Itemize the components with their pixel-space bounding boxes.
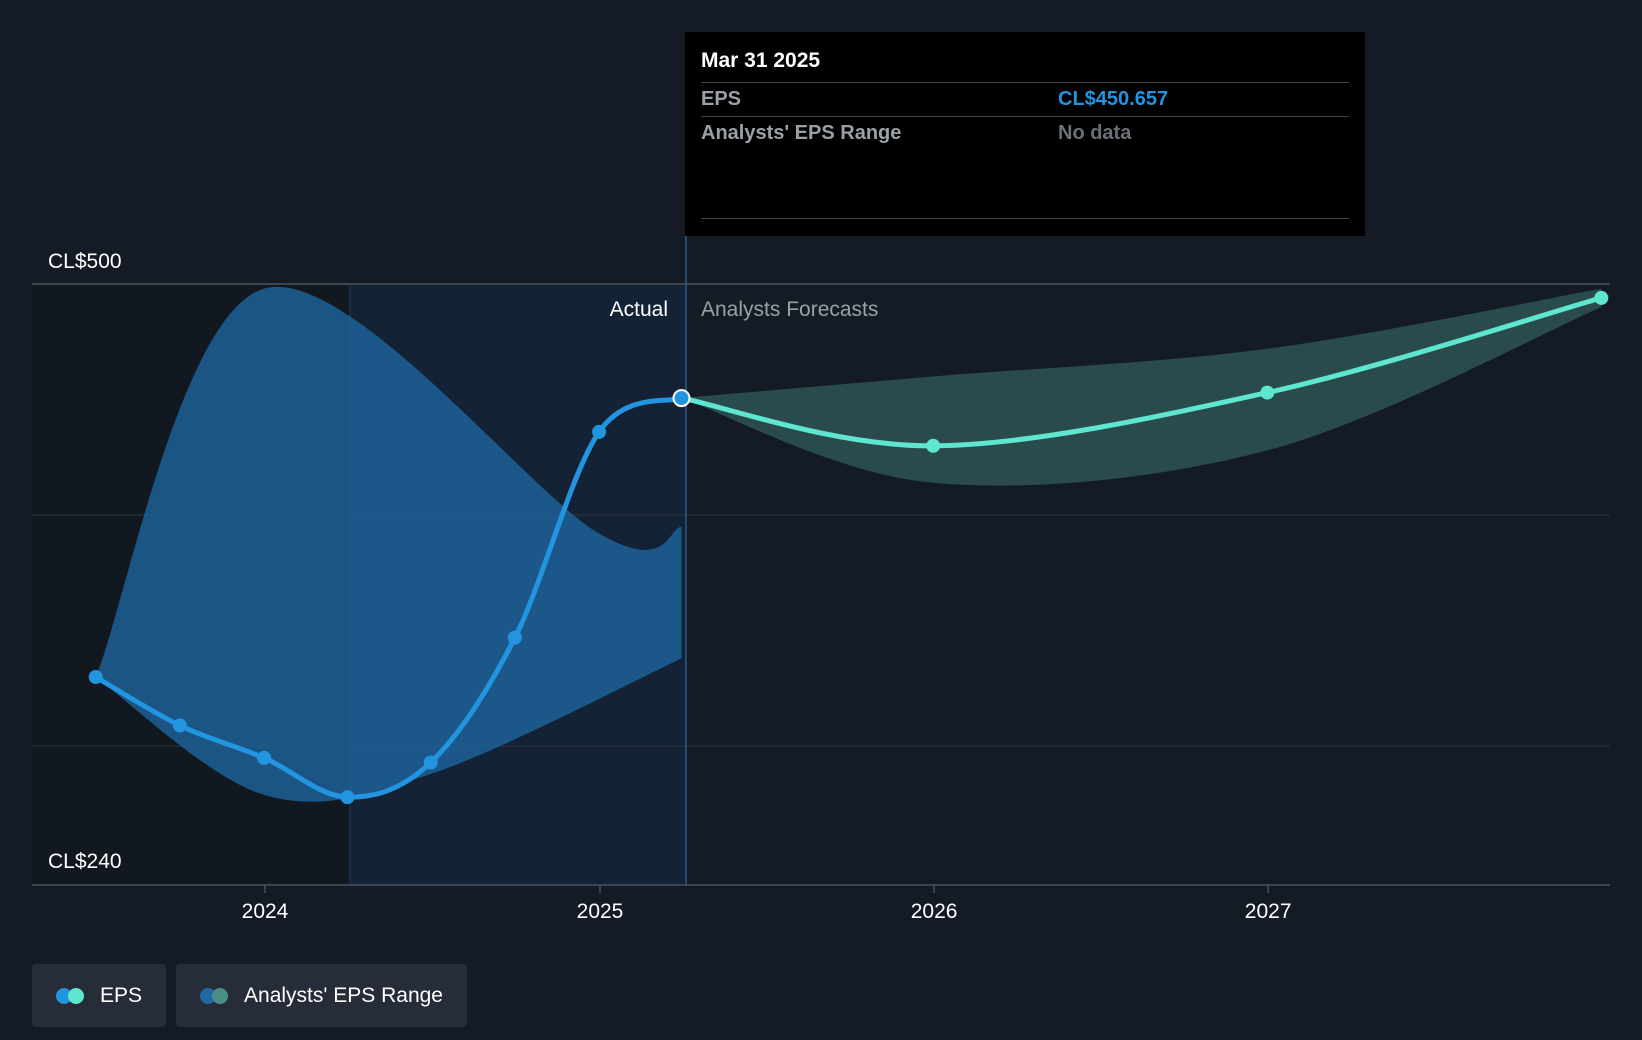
legend-range-label: Analysts' EPS Range <box>244 983 443 1007</box>
x-tick-label-2024: 2024 <box>242 900 289 923</box>
eps-point-actual-2024-03-31[interactable] <box>340 790 355 805</box>
y-axis-bottom-label: CL$240 <box>48 850 122 873</box>
eps-point-actual-2024-06-30[interactable] <box>423 755 438 770</box>
eps-range-band-forecast <box>681 288 1602 486</box>
eps-point-actual-2024-09-30[interactable] <box>507 630 522 645</box>
eps-point-actual-2025-03-31[interactable] <box>672 389 691 408</box>
eps-range-band-actual <box>95 286 682 802</box>
legend-item-eps-range[interactable]: Analysts' EPS Range <box>176 964 467 1027</box>
x-tick-label-2026: 2026 <box>911 900 958 923</box>
eps-point-forecast-2026-12-31[interactable] <box>1260 385 1275 400</box>
eps-point-actual-2023-09-30[interactable] <box>172 718 187 733</box>
x-tick-label-2025: 2025 <box>577 900 624 923</box>
tooltip-range-value: No data <box>1058 122 1132 144</box>
tooltip-row-range: Analysts' EPS Range No data <box>701 117 1349 150</box>
eps-point-actual-2023-12-31[interactable] <box>257 750 272 765</box>
legend-item-eps[interactable]: EPS <box>32 964 167 1027</box>
legend-eps-label: EPS <box>100 983 143 1007</box>
tooltip-eps-value: CL$450.657 <box>1058 88 1169 110</box>
hover-tooltip: Mar 31 2025 EPS CL$450.657 Analysts' EPS… <box>685 32 1365 236</box>
tooltip-range-label: Analysts' EPS Range <box>701 122 902 144</box>
forecast-region-label: Analysts Forecasts <box>701 298 878 321</box>
actual-region-label: Actual <box>610 298 668 321</box>
tooltip-row-eps: EPS CL$450.657 <box>701 83 1349 117</box>
eps-point-actual-2024-12-31[interactable] <box>592 424 607 439</box>
eps-point-forecast-2025-12-31[interactable] <box>926 438 941 453</box>
y-axis-top-label: CL$500 <box>48 250 122 273</box>
x-tick-label-2027: 2027 <box>1245 900 1292 923</box>
tooltip-eps-label: EPS <box>701 88 742 110</box>
eps-point-forecast-2027-12-31[interactable] <box>1594 290 1609 305</box>
range-swatch-icon <box>200 987 230 1004</box>
eps-point-actual-2023-06-30[interactable] <box>88 670 103 684</box>
tooltip-divider <box>701 218 1349 219</box>
eps-line-forecast <box>679 295 1604 449</box>
eps-swatch-icon <box>56 987 86 1004</box>
tooltip-date: Mar 31 2025 <box>701 46 1349 83</box>
legend: EPS Analysts' EPS Range <box>32 964 467 1027</box>
